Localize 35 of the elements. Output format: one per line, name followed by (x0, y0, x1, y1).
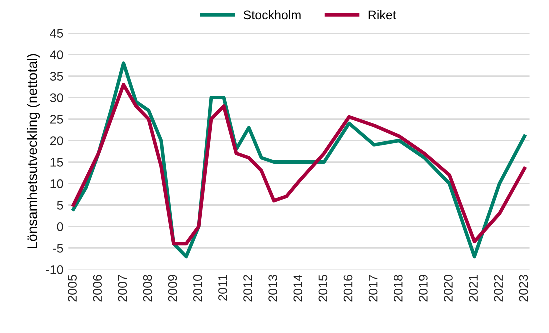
x-tick-label: 2016 (344, 275, 353, 302)
y-tick-label: 10 (50, 180, 64, 188)
y-tick-label: 25 (50, 115, 64, 124)
y-tick-label: 30 (50, 94, 64, 102)
y-axis-title: Lönsamhetsutveckling (nettotal) (27, 54, 40, 248)
y-tick-label: 15 (50, 158, 64, 167)
y-tick-label: 45 (50, 29, 64, 38)
x-tick-label: 2005 (68, 275, 77, 302)
x-tick-label: 2021 (469, 275, 478, 302)
x-tick-label: 2009 (168, 275, 178, 302)
y-tick-label: 0 (57, 222, 64, 232)
x-tick-label: 2011 (218, 275, 228, 301)
y-tick-label: 5 (57, 201, 64, 210)
x-tick-label: 2007 (118, 275, 128, 302)
x-tick-label: 2013 (268, 275, 278, 302)
x-tick-label: 2019 (419, 275, 428, 302)
x-tick-label: 2012 (244, 275, 252, 302)
y-tick-label: 35 (50, 72, 64, 81)
y-tick-label: -10 (46, 266, 64, 274)
x-tick-label: 2018 (394, 275, 403, 302)
x-tick-label: 2010 (193, 275, 202, 302)
x-tick-label: 2017 (368, 275, 378, 302)
y-tick-label: -5 (53, 244, 64, 253)
x-tick-label: 2022 (494, 275, 504, 302)
legend-label: Riket (368, 10, 396, 20)
x-tick-label: 2015 (318, 275, 328, 302)
x-tick-label: 2006 (93, 275, 102, 302)
x-tick-label: 2014 (294, 274, 303, 302)
x-tick-label: 2008 (143, 275, 152, 302)
x-tick-label: 2020 (444, 275, 453, 302)
y-tick-label: 20 (50, 136, 64, 146)
line-series (72, 83, 527, 246)
x-tick-label: 2023 (519, 275, 528, 302)
y-tick-label: 40 (50, 50, 64, 60)
legend-label: Stockholm (244, 10, 301, 20)
